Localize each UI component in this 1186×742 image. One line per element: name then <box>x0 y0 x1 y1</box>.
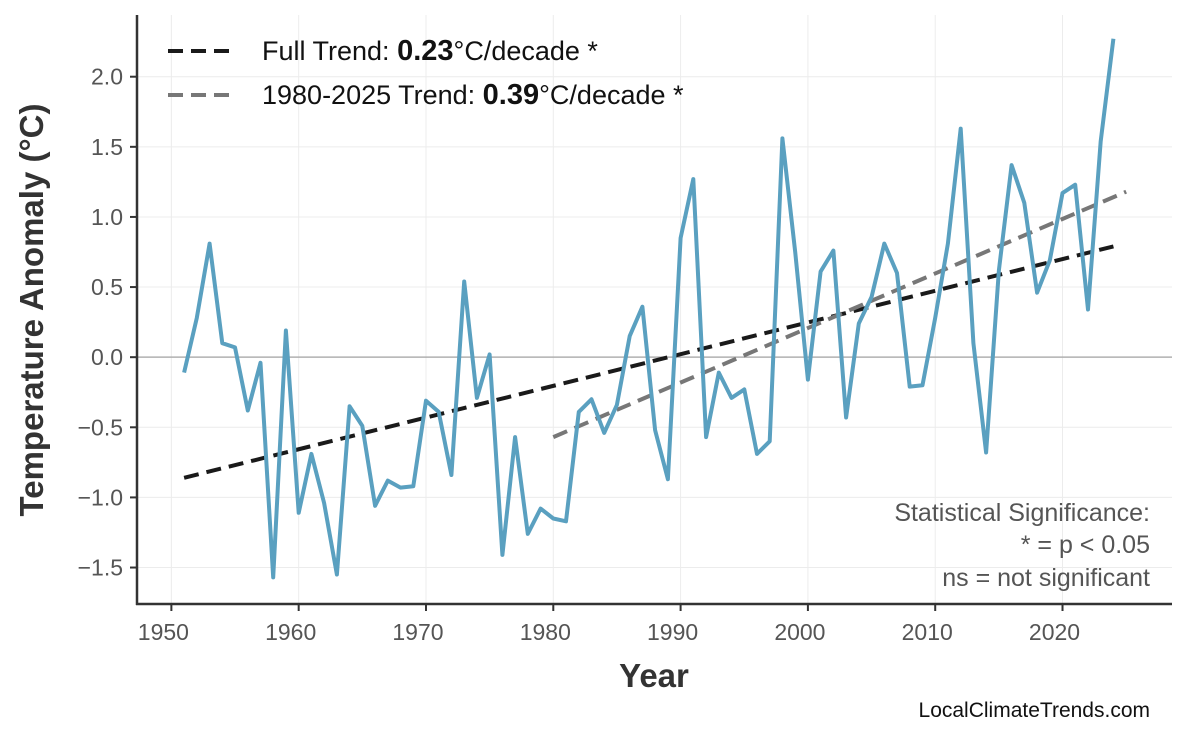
x-tick-label: 1950 <box>138 619 189 645</box>
x-tick-label: 1960 <box>265 619 316 645</box>
y-tick-label: −1.5 <box>78 555 123 581</box>
annotation-line: ns = not significant <box>942 564 1150 592</box>
y-tick-label: 1.0 <box>91 204 123 230</box>
legend-entry: Full Trend: 0.23°C/decade * <box>262 35 598 67</box>
x-tick-label: 1990 <box>647 619 698 645</box>
x-tick-label: 1970 <box>392 619 443 645</box>
legend-entry: 1980-2025 Trend: 0.39°C/decade * <box>262 79 684 111</box>
y-tick-label: −0.5 <box>78 414 123 440</box>
y-tick-labels: −1.5 −1.0 −0.5 0.0 0.5 1.0 1.5 2.0 <box>78 64 123 581</box>
y-tick-label: 1.5 <box>91 134 123 160</box>
x-tick-label: 2000 <box>774 619 825 645</box>
significance-annotation: Statistical Significance: * = p < 0.05 n… <box>894 499 1150 592</box>
legend: Full Trend: 0.23°C/decade * 1980-2025 Tre… <box>168 35 684 111</box>
axes <box>130 15 1172 611</box>
x-axis-label: Year <box>619 657 689 694</box>
y-tick-label: −1.0 <box>78 484 123 510</box>
y-tick-label: 2.0 <box>91 64 123 90</box>
y-tick-label: 0.0 <box>91 344 123 370</box>
x-tick-label: 2010 <box>902 619 953 645</box>
watermark: LocalClimateTrends.com <box>919 699 1150 722</box>
annotation-line: Statistical Significance: <box>894 499 1150 527</box>
anomaly-series-line <box>182 38 1116 580</box>
x-tick-label: 1980 <box>520 619 571 645</box>
x-tick-label: 2020 <box>1029 619 1080 645</box>
x-tick-labels: 1950 1960 1970 1980 1990 2000 2010 2020 <box>138 619 1080 645</box>
y-tick-label: 0.5 <box>91 274 123 300</box>
y-axis-label: Temperature Anomaly (°C) <box>13 104 50 517</box>
annotation-line: * = p < 0.05 <box>1021 531 1150 559</box>
